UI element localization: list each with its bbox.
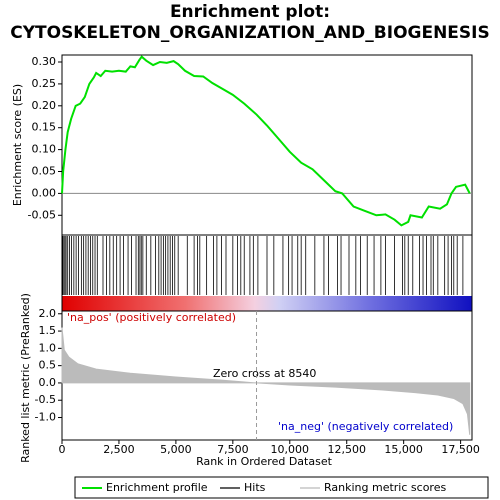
metric-area — [61, 327, 471, 435]
legend-label: Hits — [244, 481, 266, 494]
x-tick-label: 2,500 — [103, 443, 135, 456]
y-tick-label: -0.05 — [28, 208, 56, 221]
y2-tick-label: 1.0 — [39, 341, 57, 354]
legend — [74, 476, 489, 499]
y-tick-label: 0.15 — [32, 121, 57, 134]
x-tick-label: 7,500 — [217, 443, 249, 456]
legend-label: Ranking metric scores — [324, 481, 446, 494]
y-tick-label: 0.00 — [32, 186, 57, 199]
x-tick-label: 15,000 — [384, 443, 423, 456]
color-bar — [62, 296, 472, 311]
y2-tick-label: 0.0 — [39, 376, 57, 389]
es-panel — [61, 54, 473, 236]
y2-tick-label: -0.5 — [35, 393, 56, 406]
x-tick-label: 17,500 — [441, 443, 480, 456]
y-tick-label: 0.20 — [32, 99, 57, 112]
chart-subtitle: CYTOSKELETON_ORGANIZATION_AND_BIOGENESIS — [10, 23, 490, 43]
y2-axis-label: Ranked list metric (PreRanked) — [19, 293, 32, 463]
x-tick-label: 12,500 — [327, 443, 366, 456]
y-tick-label: 0.25 — [32, 77, 57, 90]
y2-tick-label: 0.5 — [39, 359, 57, 372]
pos-label: 'na_pos' (positively correlated) — [67, 311, 236, 324]
x-tick-label: 5,000 — [160, 443, 192, 456]
y2-tick-label: 1.5 — [39, 324, 57, 337]
x-axis-label: Rank in Ordered Dataset — [196, 455, 333, 468]
y-tick-label: 0.30 — [32, 55, 57, 68]
y-tick-label: 0.05 — [32, 164, 57, 177]
x-tick-label: 10,000 — [271, 443, 310, 456]
y-axis-label: Enrichment score (ES) — [11, 84, 24, 206]
enrichment-line — [61, 55, 471, 227]
zero-cross-label: Zero cross at 8540 — [213, 367, 316, 380]
chart-title: Enrichment plot: — [170, 2, 330, 22]
y-tick-label: 0.10 — [32, 143, 57, 156]
legend-label: Enrichment profile — [106, 481, 208, 494]
neg-label: 'na_neg' (negatively correlated) — [278, 420, 453, 433]
y2-tick-label: 2.0 — [39, 307, 57, 320]
x-tick-label: 0 — [59, 443, 66, 456]
y2-tick-label: -1.0 — [35, 411, 56, 424]
